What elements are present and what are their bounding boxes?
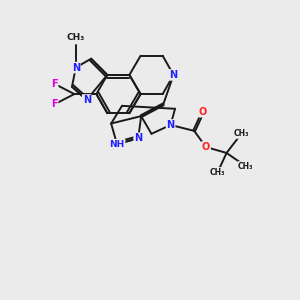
Text: CH₃: CH₃ <box>238 162 254 171</box>
Text: N: N <box>167 120 175 130</box>
Text: N: N <box>134 133 142 143</box>
Text: CH₃: CH₃ <box>210 168 226 177</box>
Text: CH₃: CH₃ <box>233 129 249 138</box>
Text: F: F <box>51 79 58 89</box>
Text: N: N <box>169 70 178 80</box>
Text: F: F <box>51 99 58 110</box>
Text: N: N <box>72 63 80 73</box>
Text: NH: NH <box>110 140 124 148</box>
Text: O: O <box>202 142 210 152</box>
Text: O: O <box>199 107 207 117</box>
Text: CH₃: CH₃ <box>67 33 85 42</box>
Text: N: N <box>82 95 91 105</box>
